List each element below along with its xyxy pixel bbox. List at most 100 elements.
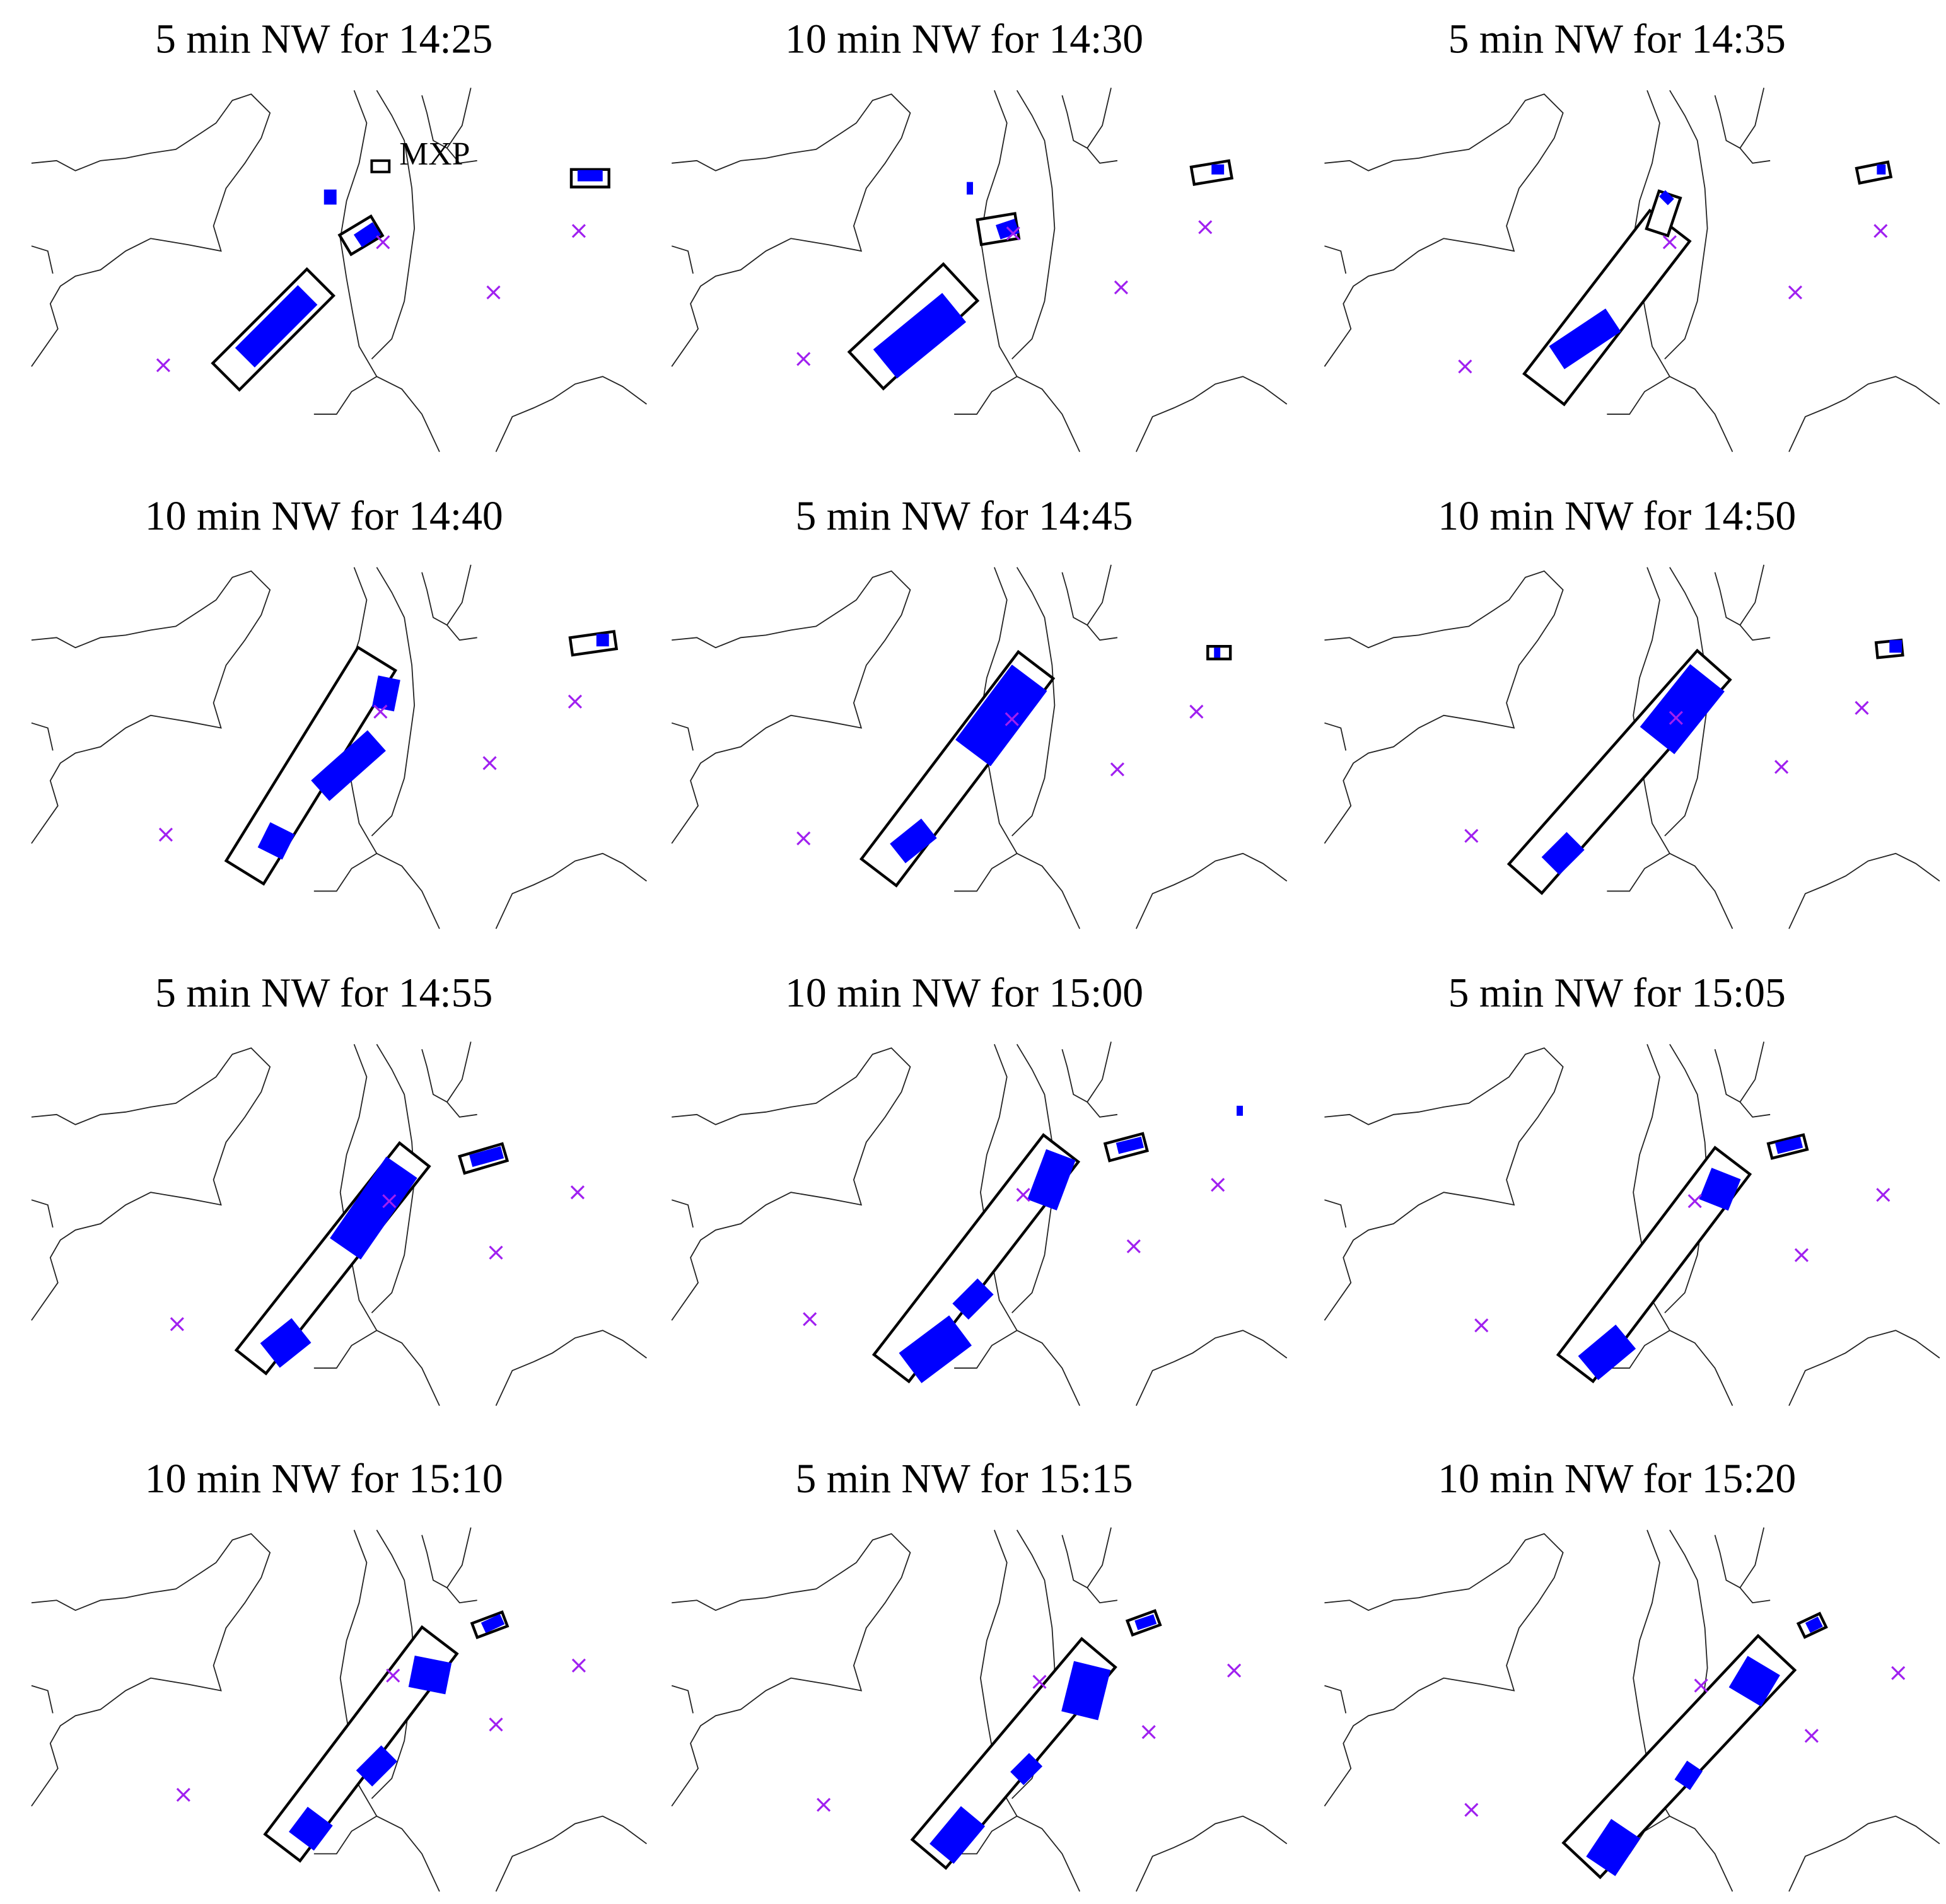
observed-cell — [1586, 1819, 1641, 1876]
station-marker — [1227, 1663, 1242, 1678]
map-panel: 10 min NW for 15:20 — [1324, 1456, 1940, 1892]
map-panel: 5 min NW for 14:25 — [31, 16, 648, 453]
observed-cell — [890, 818, 937, 864]
forecast-outline — [568, 630, 619, 657]
base-map — [671, 87, 1288, 453]
panel-title: 10 min NW for 14:50 — [1438, 493, 1796, 539]
station-marker — [1141, 1725, 1156, 1739]
airport-label: MXP — [399, 136, 470, 172]
panel-title: 10 min NW for 14:30 — [785, 16, 1143, 62]
station-marker — [1006, 226, 1020, 241]
station-marker — [1794, 1248, 1809, 1262]
station-marker — [1804, 1729, 1819, 1743]
panel-title: 5 min NW for 14:25 — [155, 16, 492, 62]
station-marker — [1687, 1194, 1702, 1209]
station-marker — [1873, 224, 1888, 238]
observed-cell — [257, 822, 295, 860]
panel-title: 10 min NW for 15:00 — [785, 970, 1143, 1016]
observed-cell — [1640, 664, 1725, 755]
panel-title: 10 min NW for 15:10 — [145, 1456, 503, 1502]
observed-cell — [330, 1156, 417, 1260]
station-marker — [482, 756, 497, 770]
observed-cell — [1889, 640, 1902, 653]
observed-cell — [1658, 190, 1674, 206]
station-marker — [1189, 704, 1204, 719]
station-marker — [1464, 828, 1479, 843]
panel-title: 5 min NW for 15:05 — [1448, 970, 1786, 1016]
forecast-outline — [1522, 208, 1692, 407]
observed-cell — [955, 665, 1047, 767]
station-marker — [571, 1658, 586, 1673]
panel-title: 5 min NW for 14:55 — [155, 970, 492, 1016]
base-map — [31, 87, 648, 453]
station-marker — [376, 235, 390, 250]
station-marker — [1891, 1666, 1906, 1680]
station-marker — [382, 1194, 397, 1209]
observed-cell — [353, 222, 381, 248]
observed-cell — [1237, 1105, 1244, 1116]
station-marker — [1788, 285, 1803, 299]
forecast-outline — [1556, 1146, 1752, 1384]
observed-cell — [1805, 1617, 1823, 1633]
observed-cell — [952, 1278, 994, 1320]
map-panel: 10 min NW for 15:00 — [671, 970, 1288, 1407]
forecast-outline — [1561, 1634, 1797, 1879]
station-marker — [817, 1797, 831, 1812]
station-marker — [373, 704, 388, 719]
observed-cell — [1728, 1656, 1780, 1707]
station-marker — [570, 1185, 585, 1200]
station-marker — [1211, 1178, 1225, 1192]
observed-cell — [289, 1806, 333, 1851]
panels: 5 min NW for 14:25 10 min NW for 14:30 5 m… — [31, 16, 1940, 1892]
station-marker — [170, 1317, 184, 1332]
station-marker — [1774, 760, 1789, 774]
observed-cell — [356, 1745, 398, 1787]
station-marker — [1005, 712, 1019, 726]
observed-cell — [1211, 164, 1225, 175]
station-marker — [1474, 1318, 1489, 1333]
map-panel: 10 min NW for 14:50 — [1324, 493, 1940, 930]
station-marker — [486, 285, 501, 299]
observed-cell — [577, 170, 603, 182]
panel-title: 5 min NW for 14:45 — [795, 493, 1133, 539]
observed-cell — [596, 634, 609, 647]
map-panel: 5 min NW for 14:45 — [671, 493, 1288, 930]
station-marker — [796, 352, 811, 366]
base-map — [671, 1526, 1288, 1892]
forecast-outline — [224, 645, 398, 886]
observed-cell — [371, 675, 400, 712]
station-marker — [571, 224, 586, 238]
observed-cell — [1774, 1136, 1803, 1154]
panel-title: 5 min NW for 14:35 — [1448, 16, 1786, 62]
station-marker — [1694, 1678, 1708, 1693]
station-marker — [156, 358, 171, 373]
observed-cell — [1549, 308, 1621, 369]
observed-cell — [1877, 164, 1886, 175]
map-panel: 5 min NW for 15:05 — [1324, 970, 1940, 1407]
panel-title: 10 min NW for 14:40 — [145, 493, 503, 539]
station-marker — [1198, 220, 1213, 235]
map-panel: 5 min NW for 15:15 — [671, 1456, 1288, 1892]
station-marker — [489, 1717, 503, 1732]
observed-cell — [1214, 647, 1221, 658]
station-marker — [386, 1668, 400, 1683]
map-panel: 10 min NW for 14:30 — [671, 16, 1288, 453]
observed-cell — [1578, 1325, 1636, 1381]
forecast-outline — [1645, 189, 1682, 238]
observed-cell — [408, 1656, 452, 1695]
map-panel: 10 min NW for 15:10 — [31, 1456, 648, 1892]
panel-title: 5 min NW for 15:15 — [795, 1456, 1133, 1502]
observed-cell — [1699, 1168, 1741, 1211]
observed-cell — [235, 285, 318, 368]
map-panel: 5 min NW for 14:35 — [1324, 16, 1940, 453]
station-marker — [1016, 1188, 1030, 1202]
station-marker — [1669, 711, 1683, 725]
observed-cell — [899, 1315, 972, 1383]
observed-cell — [260, 1318, 312, 1368]
observed-cell — [929, 1806, 986, 1864]
observed-cell — [1010, 1753, 1043, 1785]
observed-cell — [1134, 1614, 1157, 1630]
observed-cell — [873, 293, 967, 379]
observed-cell — [1116, 1136, 1144, 1154]
